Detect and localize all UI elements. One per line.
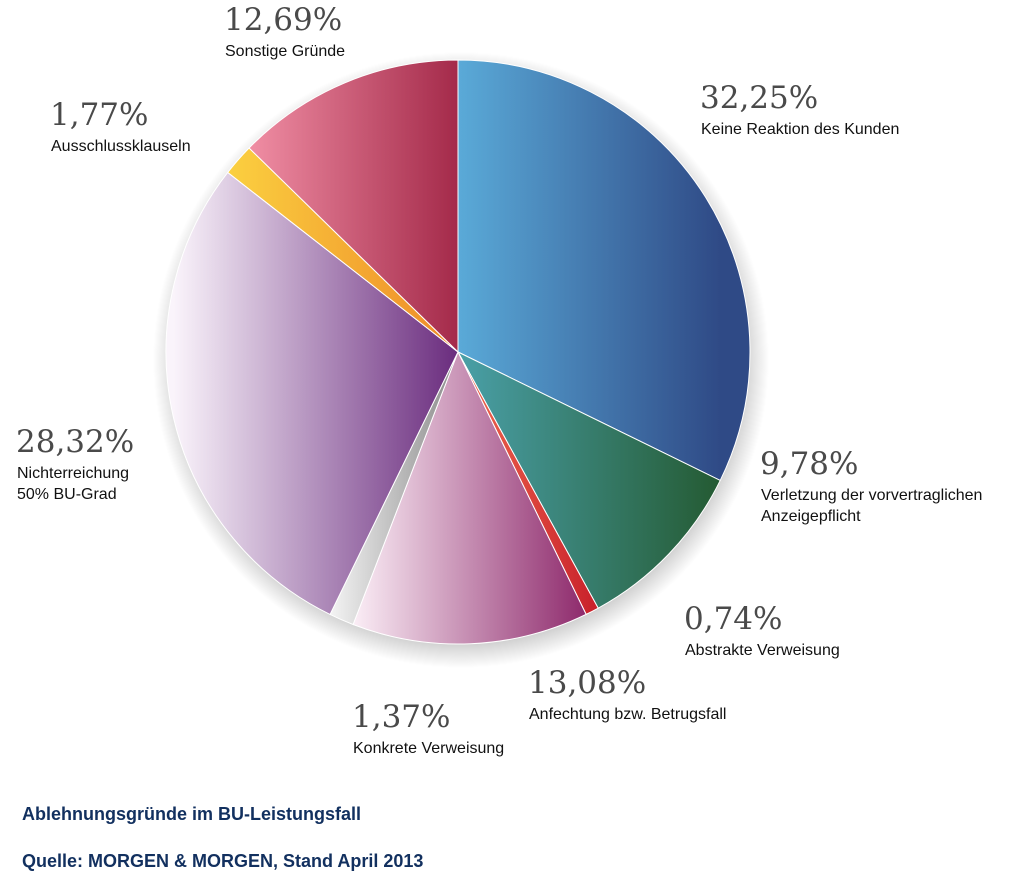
slice-category-label: Anfechtung bzw. Betrugsfall [529,706,726,723]
pie-slice [457,59,751,482]
slice-category-label: Nichterreichung [17,465,129,482]
slice-percent-label: 32,25% [700,80,818,116]
chart-caption-source: Quelle: MORGEN & MORGEN, Stand April 201… [22,851,424,871]
slice-category-label: Ausschlussklauseln [51,138,191,155]
chart-caption-title: Ablehnungsgründe im BU-Leistungsfall [22,804,362,824]
slice-percent-label: 9,78% [760,446,858,482]
slice-label: 13,08% Anfechtung bzw. Betrugsfall [528,665,726,723]
slice-percent-label: 1,77% [50,97,148,133]
slice-label: 0,74% Abstrakte Verweisung [684,601,840,659]
slice-category-label: Verletzung der vorvertraglichen [761,487,982,504]
slice-label: 32,25% Keine Reaktion des Kunden [700,80,899,138]
pie-slice [352,350,587,645]
pie-slices [165,59,751,645]
slice-percent-label: 1,37% [352,699,450,735]
slice-category-label: Keine Reaktion des Kunden [701,121,899,138]
slice-category-label: Konkrete Verweisung [353,740,504,757]
pie-labels: 32,25% Keine Reaktion des Kunden 9,78% Verl… [16,2,982,757]
slice-category-label: Anzeigepflicht [761,508,861,525]
slice-category-label: Sonstige Gründe [225,43,345,60]
slice-label: 12,69% Sonstige Gründe [224,2,345,60]
pie-slice [165,171,459,616]
slice-percent-label: 28,32% [16,424,134,460]
slice-percent-label: 12,69% [224,2,342,38]
slice-percent-label: 0,74% [684,601,782,637]
pie-slice [456,350,721,609]
pie-slice [248,59,459,354]
slice-label: 28,32% Nichterreichung 50% BU-Grad [16,424,134,503]
slice-percent-label: 13,08% [528,665,646,701]
slice-label: 1,37% Konkrete Verweisung [352,699,504,757]
slice-category-label: 50% BU-Grad [17,486,117,503]
slice-label: 1,77% Ausschlussklauseln [50,97,191,155]
slice-label: 9,78% Verletzung der vorvertraglichen Anze… [760,446,982,525]
slice-category-label: Abstrakte Verweisung [685,642,840,659]
